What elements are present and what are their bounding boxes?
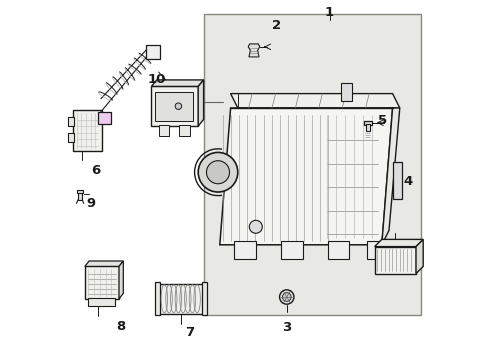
Polygon shape	[374, 239, 423, 247]
Bar	[234, 241, 256, 259]
Bar	[202, 282, 207, 315]
Text: 5: 5	[378, 114, 387, 127]
Polygon shape	[119, 261, 123, 299]
Polygon shape	[416, 239, 423, 274]
Bar	[98, 112, 111, 124]
Bar	[341, 83, 351, 101]
Text: 4: 4	[403, 175, 413, 188]
Polygon shape	[85, 261, 123, 266]
Bar	[85, 266, 119, 299]
Bar	[155, 92, 193, 121]
Bar	[88, 298, 116, 306]
Circle shape	[280, 290, 294, 304]
Bar	[159, 284, 202, 314]
Circle shape	[282, 293, 291, 301]
Polygon shape	[198, 80, 204, 126]
Text: 3: 3	[282, 321, 292, 334]
Text: 2: 2	[272, 19, 281, 32]
Bar	[78, 192, 82, 200]
Bar	[159, 125, 170, 136]
Bar	[366, 124, 370, 131]
Bar	[368, 241, 389, 259]
Bar	[374, 247, 416, 274]
Bar	[204, 14, 421, 315]
Circle shape	[175, 103, 182, 109]
Bar	[151, 86, 198, 126]
Text: 1: 1	[325, 6, 334, 19]
Polygon shape	[151, 80, 204, 86]
Bar	[392, 162, 402, 199]
Circle shape	[249, 220, 262, 233]
Circle shape	[206, 161, 229, 184]
Text: 7: 7	[185, 326, 194, 339]
Bar	[179, 125, 190, 136]
Text: 9: 9	[87, 197, 96, 210]
Bar	[77, 190, 83, 193]
Bar	[328, 241, 349, 259]
Text: 6: 6	[91, 164, 100, 177]
Polygon shape	[382, 108, 400, 245]
Bar	[68, 133, 74, 142]
Bar	[155, 282, 160, 315]
Polygon shape	[220, 108, 392, 245]
Polygon shape	[248, 44, 260, 57]
Polygon shape	[231, 94, 400, 108]
Text: 10: 10	[147, 73, 166, 86]
Circle shape	[198, 152, 238, 192]
Text: 8: 8	[116, 320, 125, 333]
Bar	[73, 110, 102, 151]
Bar	[281, 241, 303, 259]
Bar	[68, 117, 74, 126]
Bar	[146, 45, 160, 59]
Bar	[364, 121, 372, 125]
